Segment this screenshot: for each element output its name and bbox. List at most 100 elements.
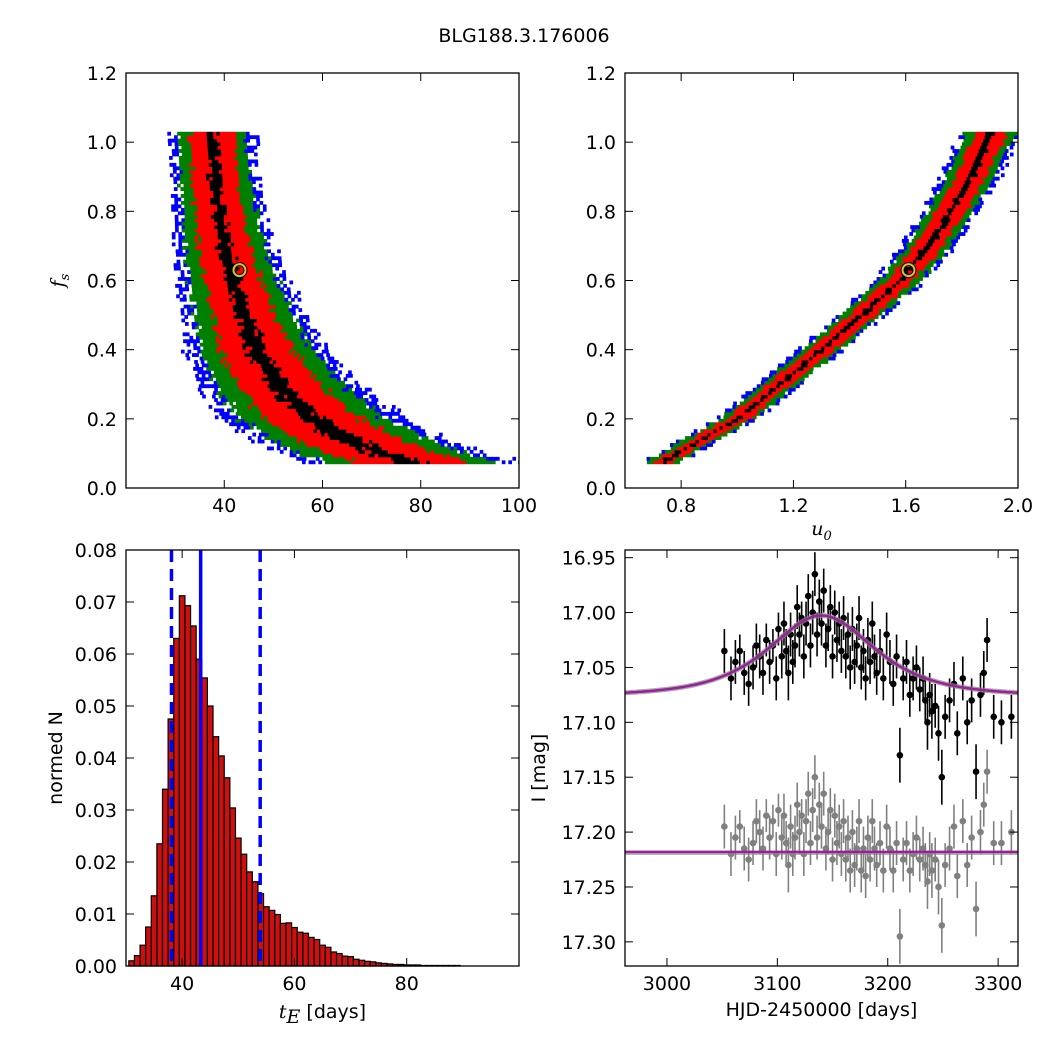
map-cell bbox=[213, 190, 217, 195]
map-cell bbox=[188, 235, 192, 240]
map-cell bbox=[218, 290, 223, 295]
map-cell bbox=[192, 290, 196, 295]
map-cell bbox=[909, 280, 914, 285]
map-cell bbox=[249, 266, 253, 271]
map-cell bbox=[958, 135, 963, 140]
map-cell bbox=[397, 425, 402, 430]
map-cell bbox=[1014, 131, 1018, 136]
map-cell bbox=[200, 270, 204, 274]
map-cell bbox=[430, 443, 435, 447]
map-cell bbox=[322, 456, 327, 461]
map-cell bbox=[958, 180, 962, 185]
map-cell bbox=[305, 318, 310, 323]
map-cell bbox=[233, 398, 238, 402]
map-cell bbox=[219, 259, 223, 264]
map-cell bbox=[196, 180, 201, 185]
map-cell bbox=[837, 322, 842, 326]
map-cell bbox=[773, 398, 777, 402]
map-cell bbox=[997, 159, 1001, 164]
map-cell bbox=[962, 214, 967, 219]
map-cell bbox=[349, 405, 354, 409]
map-cell bbox=[262, 360, 267, 364]
map-cell bbox=[363, 391, 368, 396]
map-cell bbox=[220, 273, 224, 278]
map-cell bbox=[911, 287, 916, 292]
map-cell bbox=[282, 318, 287, 323]
map-cell bbox=[203, 263, 207, 268]
map-cell bbox=[1003, 145, 1007, 150]
map-cell bbox=[906, 280, 910, 285]
map-cell bbox=[237, 322, 242, 326]
map-cell bbox=[197, 214, 202, 219]
map-cell bbox=[211, 235, 215, 240]
map-cell bbox=[210, 197, 214, 202]
map-cell bbox=[240, 225, 245, 230]
map-cell bbox=[211, 384, 216, 389]
map-cell bbox=[233, 207, 238, 212]
map-cell bbox=[183, 297, 187, 302]
map-cell bbox=[287, 405, 291, 409]
map-cell bbox=[456, 446, 461, 451]
map-cell bbox=[249, 273, 254, 278]
map-cell bbox=[912, 283, 916, 288]
map-cell bbox=[455, 460, 460, 465]
map-cell bbox=[832, 332, 837, 337]
map-cell bbox=[223, 207, 228, 212]
map-cell bbox=[203, 138, 208, 143]
map-cell bbox=[210, 280, 215, 285]
map-cell bbox=[731, 408, 736, 413]
map-cell bbox=[407, 453, 412, 458]
map-cell bbox=[988, 156, 993, 160]
map-cell bbox=[269, 349, 274, 354]
map-cell bbox=[276, 318, 281, 323]
map-cell bbox=[966, 138, 971, 143]
map-cell bbox=[851, 315, 856, 319]
map-cell bbox=[978, 131, 983, 136]
map-cell bbox=[229, 391, 234, 396]
map-cell bbox=[996, 138, 1000, 143]
map-cell bbox=[216, 266, 221, 271]
map-cell bbox=[373, 422, 377, 427]
map-cell bbox=[186, 263, 191, 268]
map-cell bbox=[211, 283, 215, 288]
map-cell bbox=[987, 166, 992, 171]
map-cell bbox=[282, 387, 287, 392]
map-cell bbox=[311, 346, 315, 351]
map-cell bbox=[204, 149, 209, 153]
map-cell bbox=[193, 342, 197, 347]
map-cell bbox=[261, 342, 266, 347]
map-cell bbox=[951, 187, 955, 191]
map-cell bbox=[905, 287, 909, 292]
x-tick-label: 40 bbox=[170, 973, 194, 995]
map-cell bbox=[330, 377, 335, 382]
map-cell bbox=[984, 135, 989, 140]
map-cell bbox=[932, 197, 937, 202]
map-cell bbox=[410, 425, 415, 430]
map-cell bbox=[297, 342, 302, 347]
map-cell bbox=[285, 304, 289, 309]
map-cell bbox=[1001, 142, 1005, 147]
map-cell bbox=[204, 280, 208, 285]
map-cell bbox=[257, 415, 262, 420]
histogram-bar bbox=[218, 755, 225, 967]
map-cell bbox=[811, 346, 815, 351]
map-cell bbox=[225, 411, 230, 416]
map-cell bbox=[196, 297, 200, 302]
map-cell bbox=[226, 187, 230, 191]
map-cell bbox=[314, 432, 319, 437]
map-cell bbox=[193, 131, 198, 136]
map-cell bbox=[388, 446, 392, 451]
map-cell bbox=[759, 401, 764, 406]
map-cell bbox=[208, 152, 212, 157]
map-cell bbox=[725, 408, 729, 413]
map-cell bbox=[280, 436, 285, 440]
map-cell bbox=[978, 135, 982, 140]
map-cell bbox=[946, 169, 951, 174]
map-cell bbox=[1009, 152, 1014, 157]
map-cell bbox=[378, 456, 382, 461]
map-cell bbox=[248, 259, 253, 264]
map-cell bbox=[303, 325, 307, 330]
map-cell bbox=[223, 194, 227, 198]
map-cell bbox=[951, 173, 956, 178]
data-point bbox=[736, 647, 744, 655]
